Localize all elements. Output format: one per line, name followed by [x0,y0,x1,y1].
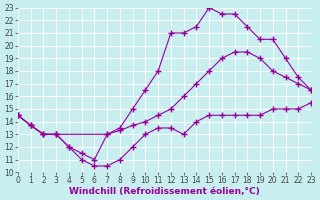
X-axis label: Windchill (Refroidissement éolien,°C): Windchill (Refroidissement éolien,°C) [69,187,260,196]
